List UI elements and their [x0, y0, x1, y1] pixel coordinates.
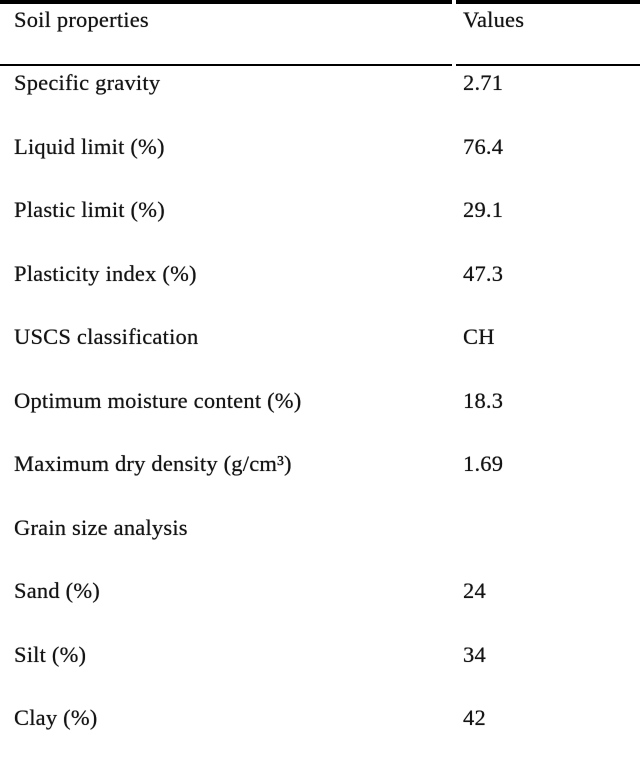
value-cell: 18.3 — [463, 387, 504, 413]
property-cell: Plasticity index (%) — [14, 260, 197, 286]
property-cell: Liquid limit (%) — [14, 133, 165, 159]
header-cell-soil-properties: Soil properties — [0, 0, 452, 66]
table-row: Silt (%) 34 — [0, 638, 640, 702]
table-row: Sand (%) 24 — [0, 574, 640, 638]
value-cell: 2.71 — [463, 70, 504, 95]
property-cell: Plastic limit (%) — [14, 197, 165, 222]
property-cell: Maximum dry density (g/cm³) — [14, 451, 292, 476]
table-row: Plastic limit (%) 29.1 — [0, 193, 640, 257]
property-cell: Silt (%) — [14, 641, 87, 667]
table-row: USCS classification CH — [0, 320, 640, 384]
value-cell — [456, 511, 640, 575]
table-row-clipped: Clay (%) 42 — [0, 701, 640, 765]
value-cell: 1.69 — [463, 451, 504, 476]
property-cell: Clay (%) — [14, 705, 98, 730]
table-row-section: Grain size analysis — [0, 511, 640, 575]
value-cell: 34 — [463, 641, 486, 667]
property-cell: Optimum moisture content (%) — [14, 387, 302, 413]
table-row: Specific gravity 2.71 — [0, 66, 640, 130]
table-row: Optimum moisture content (%) 18.3 — [0, 384, 640, 448]
value-cell: 42 — [463, 705, 486, 730]
property-cell: Specific gravity — [14, 70, 161, 95]
value-cell: CH — [463, 324, 495, 349]
value-cell: 76.4 — [463, 133, 504, 159]
value-cell: 24 — [463, 578, 486, 603]
property-cell: USCS classification — [14, 324, 199, 349]
table-header-row: Soil properties Values — [0, 0, 640, 66]
table-row: Liquid limit (%) 76.4 — [0, 130, 640, 194]
header-cell-values: Values — [456, 0, 640, 66]
table-row: Maximum dry density (g/cm³) 1.69 — [0, 447, 640, 511]
table-row: Plasticity index (%) 47.3 — [0, 257, 640, 321]
value-cell: 29.1 — [463, 197, 504, 222]
property-cell: Sand (%) — [14, 578, 100, 603]
value-cell: 47.3 — [463, 260, 504, 286]
property-cell: Grain size analysis — [14, 514, 188, 540]
